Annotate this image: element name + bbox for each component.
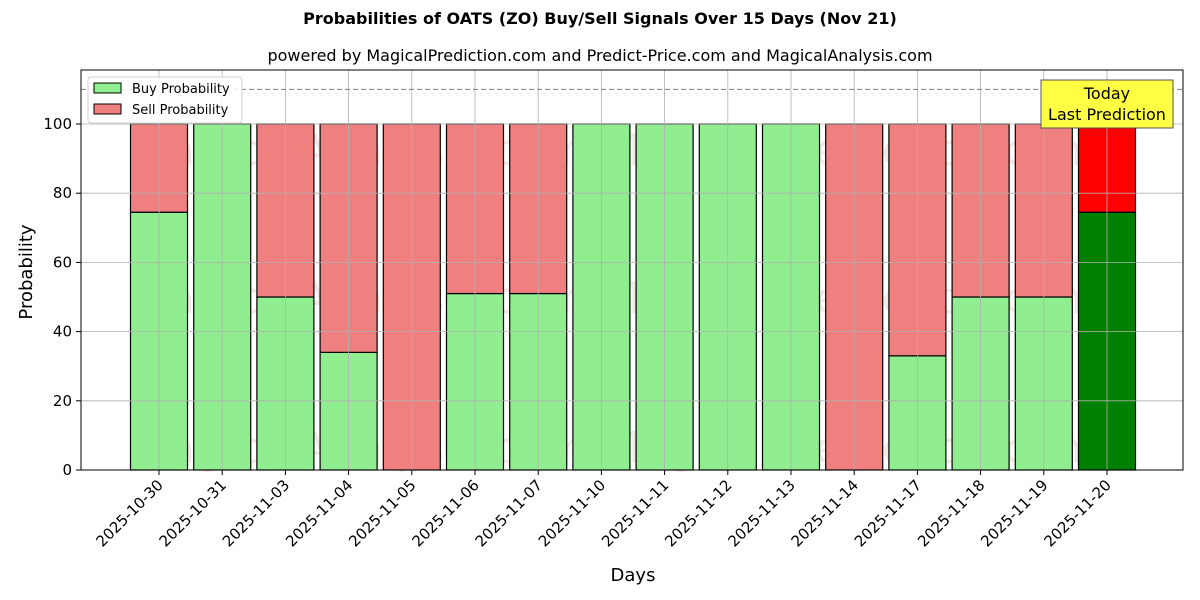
x-tick-label: 2025-11-20 [1040, 476, 1114, 550]
x-tick-label: 2025-10-31 [156, 476, 230, 550]
y-tick-label: 80 [53, 184, 72, 202]
gridlines-overlay [81, 70, 1183, 471]
x-tick-label: 2025-11-05 [345, 476, 419, 550]
x-tick-label: 2025-11-18 [914, 476, 988, 550]
x-tick-label: 2025-11-19 [977, 476, 1051, 550]
legend: Buy Probability Sell Probability [87, 76, 243, 124]
y-axis-label: Probability [16, 224, 37, 319]
y-tick-label: 0 [62, 461, 72, 479]
x-tick-label: 2025-11-13 [724, 476, 798, 550]
x-tick-label: 2025-11-07 [472, 476, 546, 550]
today-annotation: Today Last Prediction [1040, 79, 1174, 129]
x-tick-label: 2025-11-14 [788, 476, 862, 550]
x-tick-label: 2025-10-30 [92, 476, 166, 550]
legend-swatch [93, 82, 122, 94]
legend-box [87, 76, 243, 124]
annotation-text: Last Prediction [1048, 105, 1166, 124]
plot-area-frame [80, 69, 1184, 471]
y-axis: 0 20 40 60 80 100 [43, 115, 81, 479]
x-tick-label: 2025-11-10 [535, 476, 609, 550]
y-tick-label: 20 [53, 392, 72, 410]
y-tick-label: 40 [53, 323, 72, 341]
y-tick-label: 60 [53, 253, 72, 271]
x-tick-label: 2025-11-04 [282, 476, 356, 550]
legend-label: Sell Probability [132, 103, 229, 118]
legend-label: Buy Probability [132, 82, 230, 97]
x-tick-label: 2025-11-17 [851, 476, 925, 550]
annotation-box [1040, 79, 1174, 129]
x-axis: 2025-10-302025-10-312025-11-032025-11-04… [92, 470, 1115, 550]
chart-subtitle: powered by MagicalPrediction.com and Pre… [267, 46, 933, 65]
y-tick-label: 100 [43, 115, 72, 133]
chart-title: Probabilities of OATS (ZO) Buy/Sell Sign… [303, 9, 897, 28]
x-tick-label: 2025-11-11 [598, 476, 672, 550]
annotation-text: Today [1083, 84, 1130, 103]
x-tick-label: 2025-11-12 [661, 476, 735, 550]
x-axis-label: Days [611, 565, 656, 586]
legend-swatch [93, 103, 122, 115]
x-tick-label: 2025-11-06 [408, 476, 482, 550]
x-tick-label: 2025-11-03 [219, 476, 293, 550]
